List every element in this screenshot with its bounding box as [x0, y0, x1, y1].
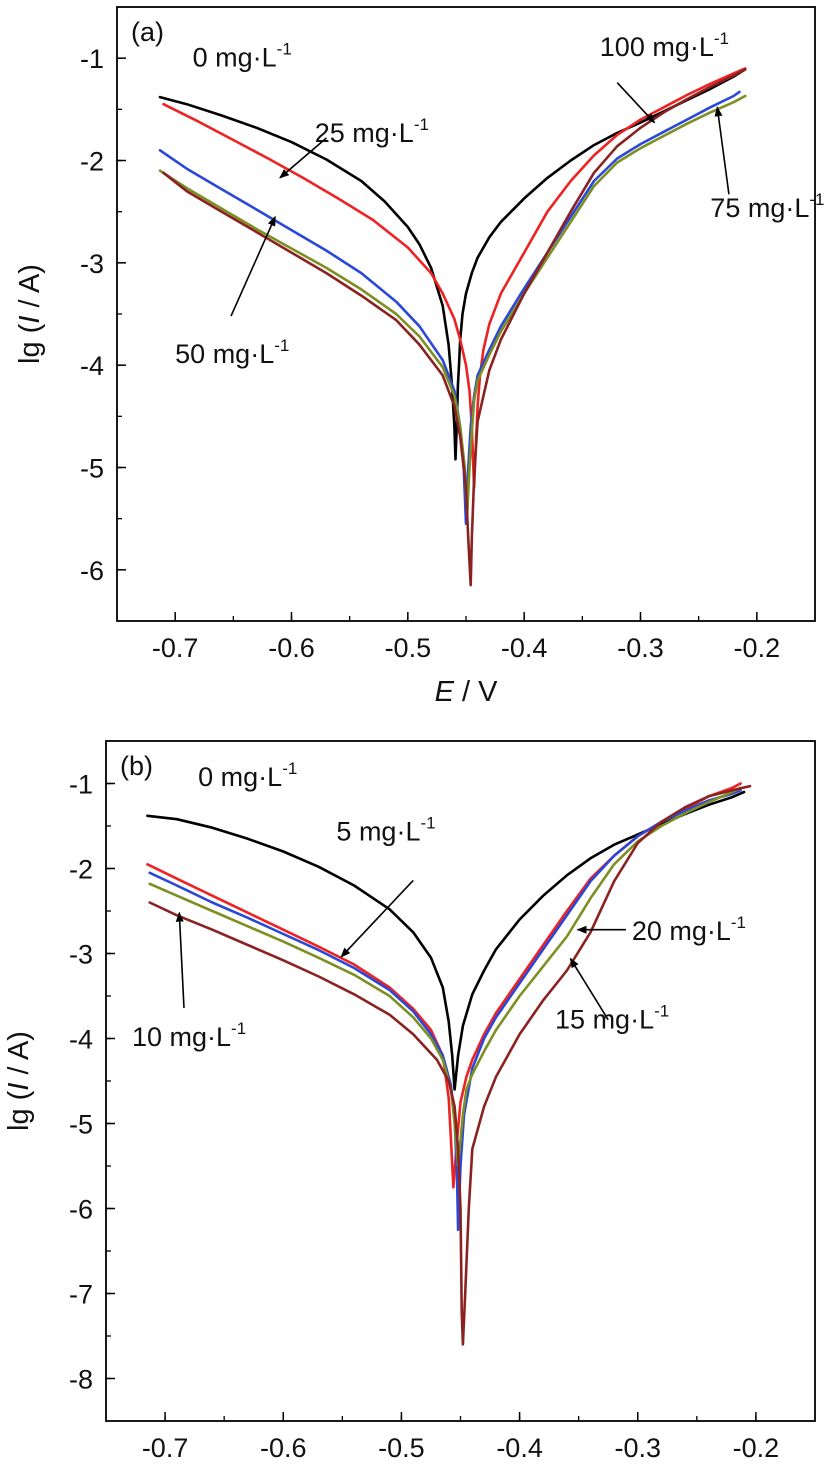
panel-a-label-100: 100 mg·L-1 — [600, 29, 729, 62]
panel-b-y-tick-label: -1 — [69, 770, 93, 800]
panel-b-y-tick-label: -6 — [69, 1195, 93, 1225]
panel-a-series-75-line — [158, 94, 747, 515]
panel-b-chart: -0.7 -0.6 -0.5 -0.4 -0.3 -0.2 -1 -2 -3 -4 -5 -6 -7 -8… — [3, 740, 816, 1463]
panel-b-label-20: 20 mg·L-1 — [632, 913, 746, 946]
panel-a-series-50-line — [158, 90, 741, 526]
panel-a-y-axis-title: lg (I / A) — [14, 264, 46, 364]
panel-a-y-tick-label: -4 — [80, 351, 104, 381]
panel-a-y-tick-label: -1 — [80, 44, 104, 74]
panel-b-y-tick-label: -3 — [69, 940, 93, 970]
panel-b-x-tick-label: -0.7 — [142, 1433, 189, 1463]
panel-b-label-5: 5 mg·L-1 — [336, 813, 435, 846]
panel-a-label-75: 75 mg·L-1 — [710, 190, 824, 223]
panel-a-panel-label: (a) — [131, 17, 164, 47]
panel-a-x-tick-label: -0.4 — [501, 633, 548, 663]
panel-b-label-0: 0 mg·L-1 — [198, 759, 297, 792]
panel-a-plot-frame — [116, 6, 816, 622]
panel-a-annotation-arrow — [230, 215, 276, 317]
panel-a-label-50: 50 mg·L-1 — [175, 336, 289, 369]
panel-b-plot-frame — [105, 740, 816, 1422]
panel-b-x-tick-label: -0.6 — [260, 1433, 307, 1463]
panel-b-series-group — [146, 782, 752, 1346]
panel-b-y-tick-label: -5 — [69, 1110, 93, 1140]
panel-a-x-tick-label: -0.7 — [152, 633, 199, 663]
panel-b-label-15: 15 mg·L-1 — [555, 1001, 669, 1034]
panel-b-x-tick-label: -0.4 — [496, 1433, 543, 1463]
panel-a-y-tick-label: -2 — [80, 147, 104, 177]
panel-b-annotation-arrow — [340, 879, 414, 958]
panel-b-y-axis-title: lg (I / A) — [3, 1031, 35, 1131]
panel-b-series-20-line — [148, 784, 752, 1346]
panel-a-annotation-arrow — [616, 82, 656, 124]
panel-b-series-15-line — [148, 786, 742, 1168]
panel-b-x-tick-label: -0.3 — [614, 1433, 661, 1463]
panel-a-x-tick-label: -0.2 — [734, 633, 781, 663]
panel-b-y-tick-label: -7 — [69, 1280, 93, 1310]
panel-b-x-tick-label: -0.5 — [378, 1433, 425, 1463]
panel-a-chart: -0.7 -0.6 -0.5 -0.4 -0.3 -0.2 -1 -2 -3 -4 -5 -6 0 mg… — [14, 6, 824, 708]
panel-b-panel-label: (b) — [120, 751, 153, 781]
panel-b-annotation-arrow — [569, 957, 609, 1021]
panel-b-annotation-arrow — [175, 911, 185, 1008]
panel-a-x-tick-label: -0.6 — [268, 633, 315, 663]
panel-b-label-10: 10 mg·L-1 — [132, 1019, 246, 1052]
panel-a-y-tick-label: -5 — [80, 454, 104, 484]
panel-a-annotation-arrow — [714, 106, 730, 195]
panel-a-y-tick-label: -3 — [80, 249, 104, 279]
panel-b-series-5-line — [146, 782, 742, 1189]
panel-a-y-tick-label: -6 — [80, 556, 104, 586]
panel-a-x-axis-title: E / V — [435, 676, 499, 708]
panel-b-series-10-line — [148, 788, 742, 1232]
panel-a-annotation-arrow — [279, 137, 327, 179]
panel-a-label-0: 0 mg·L-1 — [193, 39, 292, 72]
panel-b-y-tick-label: -4 — [69, 1025, 93, 1055]
panel-b-y-tick-label: -8 — [69, 1365, 93, 1395]
panel-a-label-25: 25 mg·L-1 — [315, 115, 429, 148]
panel-a-x-tick-label: -0.3 — [617, 633, 664, 663]
panel-a-series-0-line — [158, 68, 747, 461]
panel-b-y-tick-label: -2 — [69, 855, 93, 885]
panel-b-x-tick-label: -0.2 — [733, 1433, 780, 1463]
panel-a-x-tick-label: -0.5 — [385, 633, 432, 663]
panel-a-series-group — [158, 67, 747, 587]
panel-a-series-100-line — [162, 68, 747, 587]
